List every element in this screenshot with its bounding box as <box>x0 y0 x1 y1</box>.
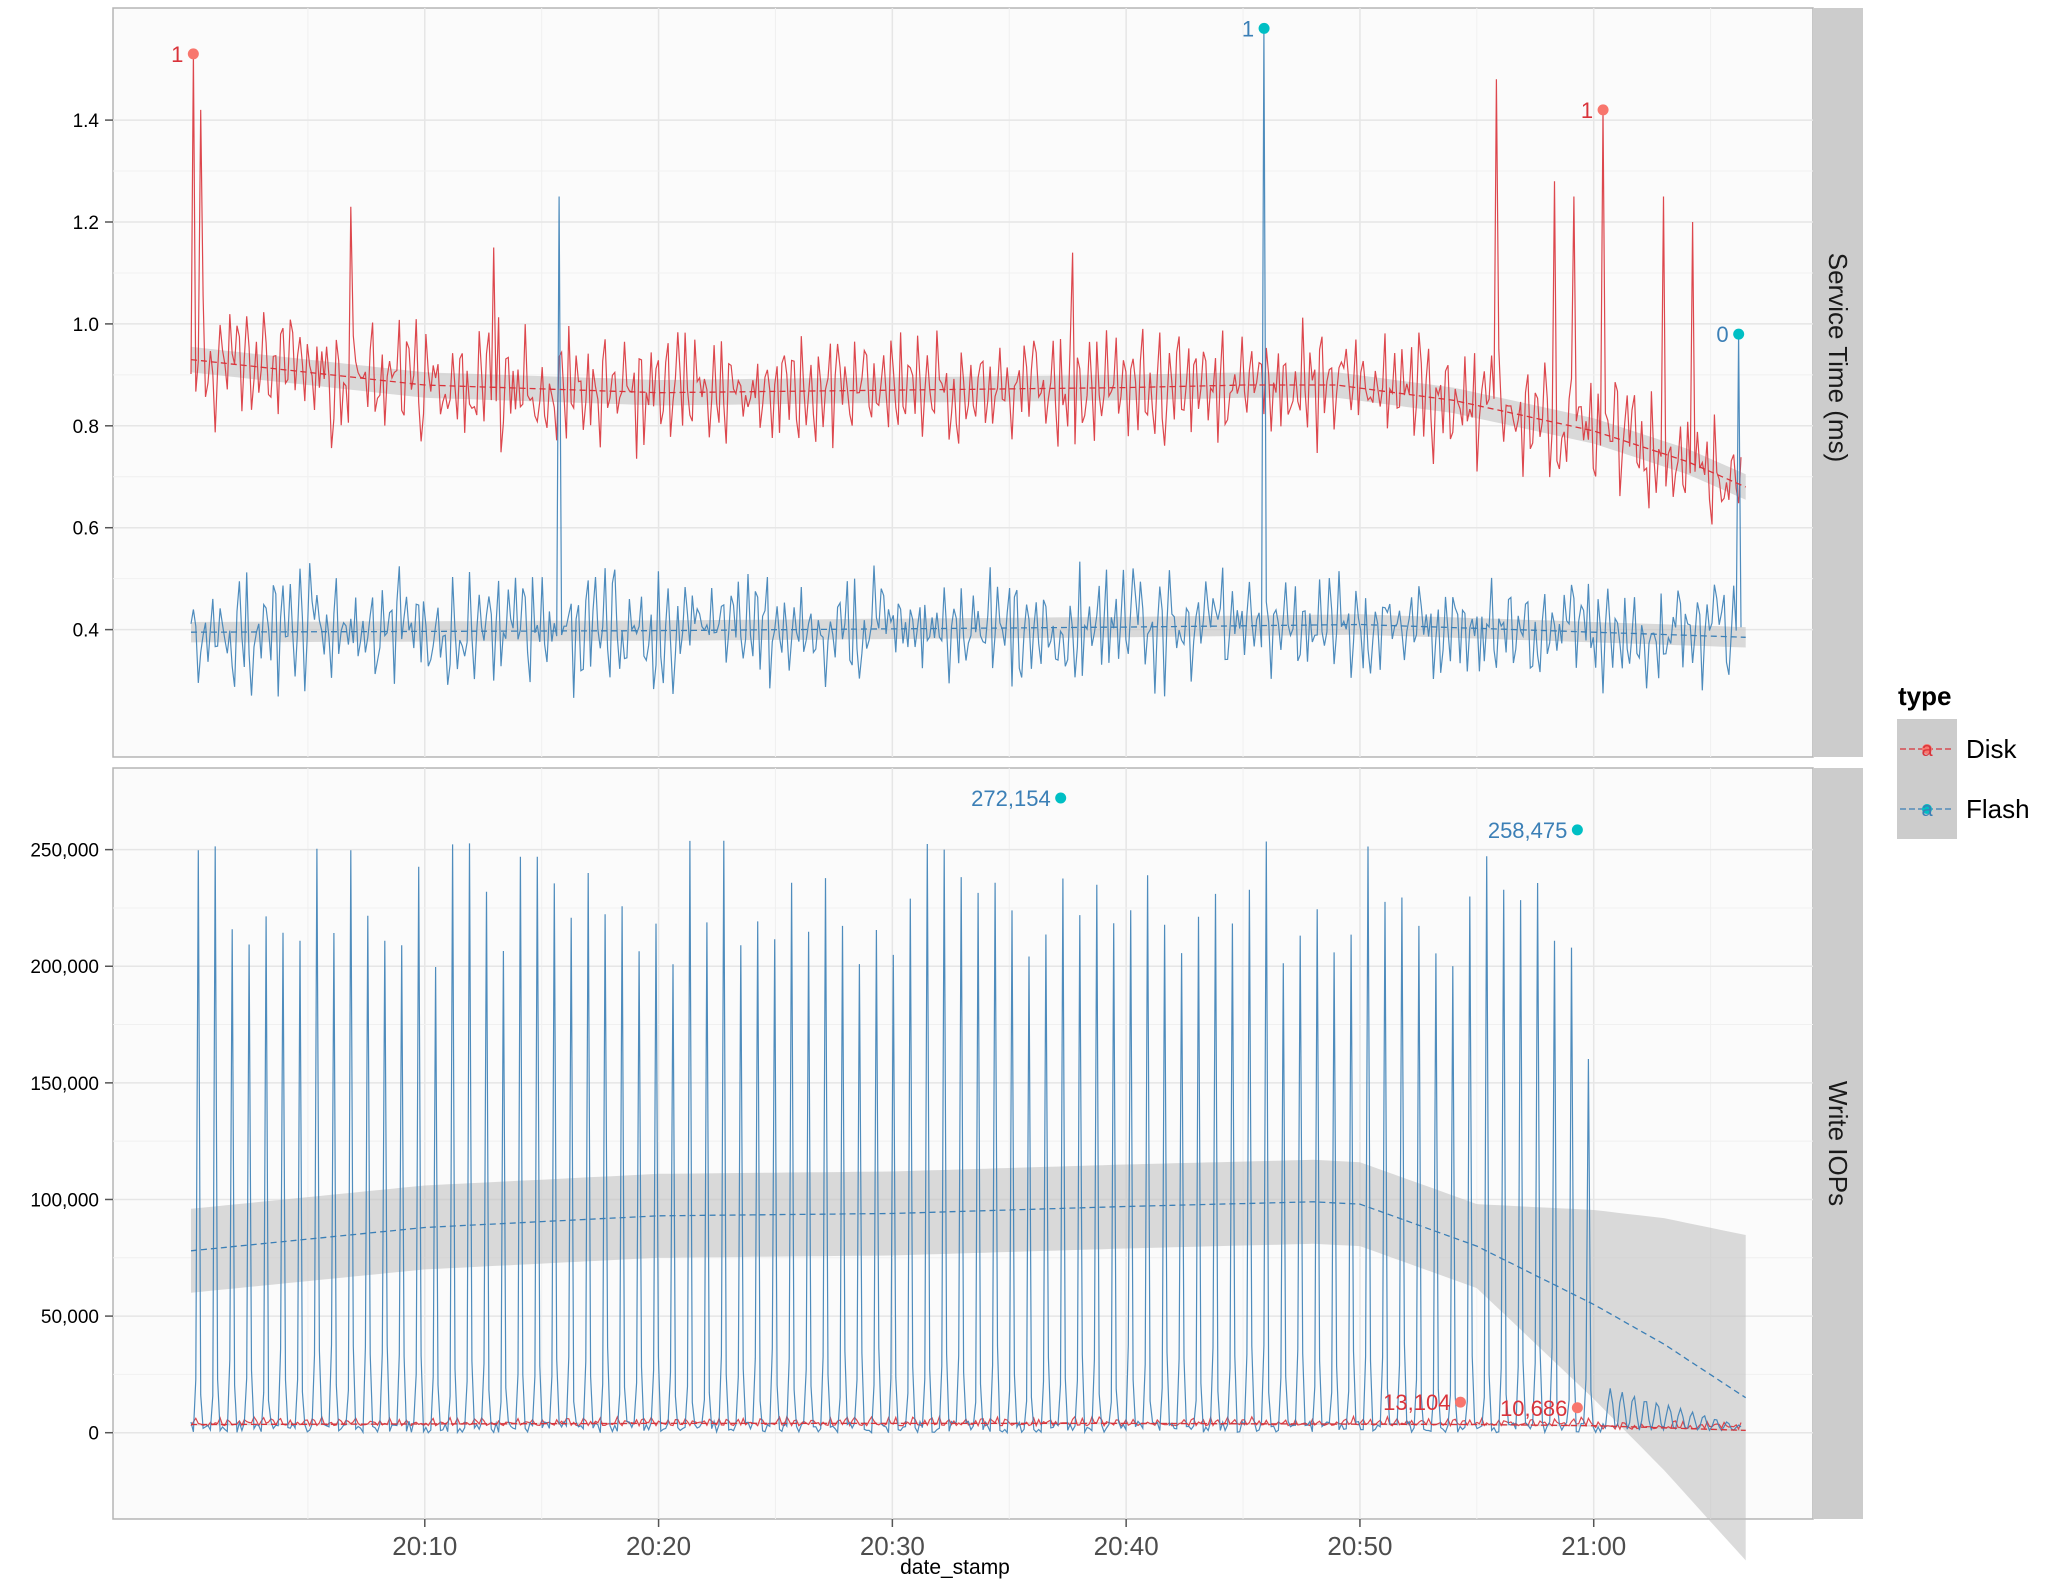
x-tick-label: 20:50 <box>1327 1531 1392 1561</box>
annotation-label: 1 <box>1581 98 1593 123</box>
annotation-label: 10,686 <box>1500 1396 1567 1421</box>
annotation-point-disk <box>1454 1396 1466 1408</box>
y-tick-label: 150,000 <box>30 1074 99 1095</box>
y-tick-label: 100,000 <box>30 1190 99 1211</box>
x-tick-label: 20:20 <box>626 1531 691 1561</box>
annotation-point-flash <box>1258 22 1270 34</box>
x-axis: 20:10 20:20 20:30 20:40 20:50 21:00 <box>392 1519 1626 1561</box>
annotation-label: 272,154 <box>971 786 1051 811</box>
facet-strip-label: Service Time (ms) <box>1823 253 1853 462</box>
annotation-label: 258,475 <box>1488 818 1568 843</box>
annotation-label: 0 <box>1716 322 1728 347</box>
legend: type a Disk a Flash <box>1897 681 2030 839</box>
smooth-line-disk <box>190 358 1746 488</box>
x-tick-label: 20:10 <box>392 1531 457 1561</box>
y-tick-label: 0 <box>88 1424 99 1445</box>
annotation-label: 13,104 <box>1383 1390 1450 1415</box>
annotation-point-flash <box>1055 792 1067 804</box>
x-tick-label: 20:30 <box>860 1531 925 1561</box>
series-line-flash <box>190 840 1742 1435</box>
series-line-flash <box>190 28 1742 698</box>
annotation-point-flash <box>1733 328 1745 340</box>
legend-key-glyph: a <box>1921 799 1933 821</box>
annotation-point-disk <box>187 48 199 60</box>
facet-strip-label: Write IOPs <box>1823 1081 1853 1206</box>
annotation-label: 1 <box>1242 16 1254 41</box>
x-axis-title: date_stamp <box>900 1556 1010 1579</box>
y-tick-label: 1.2 <box>73 213 99 234</box>
panel-write-iops: 0 50,000 100,000 150,000 200,000 250,000 272,1… <box>30 767 1863 1561</box>
legend-key-point <box>1922 744 1932 754</box>
legend-label-flash: Flash <box>1966 794 2030 824</box>
y-tick-label: 50,000 <box>41 1307 99 1328</box>
y-tick-label: 0.8 <box>73 417 99 438</box>
smooth-line-disk <box>191 1422 1746 1432</box>
smooth-line-flash <box>190 1201 1747 1399</box>
smooth-band-flash <box>191 1159 1746 1561</box>
y-tick-label: 1.0 <box>73 315 99 336</box>
legend-label-disk: Disk <box>1966 734 2018 764</box>
annotation-point-disk <box>1597 104 1609 116</box>
panel-service-time: 0.4 0.6 0.8 1.0 1.2 1.4 1 1 1 0 Service Time (ms) <box>73 7 1863 758</box>
legend-title: type <box>1898 681 1951 711</box>
annotation-point-flash <box>1571 824 1583 836</box>
smooth-line-flash <box>190 623 1746 638</box>
series-line-disk <box>190 53 1742 525</box>
x-tick-label: 21:00 <box>1561 1531 1626 1561</box>
legend-key-glyph: a <box>1921 739 1933 761</box>
y-tick-label: 250,000 <box>30 841 99 862</box>
y-tick-label: 200,000 <box>30 957 99 978</box>
annotation-point-disk <box>1571 1402 1583 1414</box>
legend-key-point <box>1922 804 1932 814</box>
y-tick-label: 0.4 <box>73 621 100 642</box>
facet-strip <box>1813 8 1863 757</box>
annotation-label: 1 <box>171 42 183 67</box>
x-tick-label: 20:40 <box>1094 1531 1159 1561</box>
y-tick-label: 1.4 <box>73 111 100 132</box>
y-tick-label: 0.6 <box>73 519 99 540</box>
facet-strip <box>1813 768 1863 1519</box>
